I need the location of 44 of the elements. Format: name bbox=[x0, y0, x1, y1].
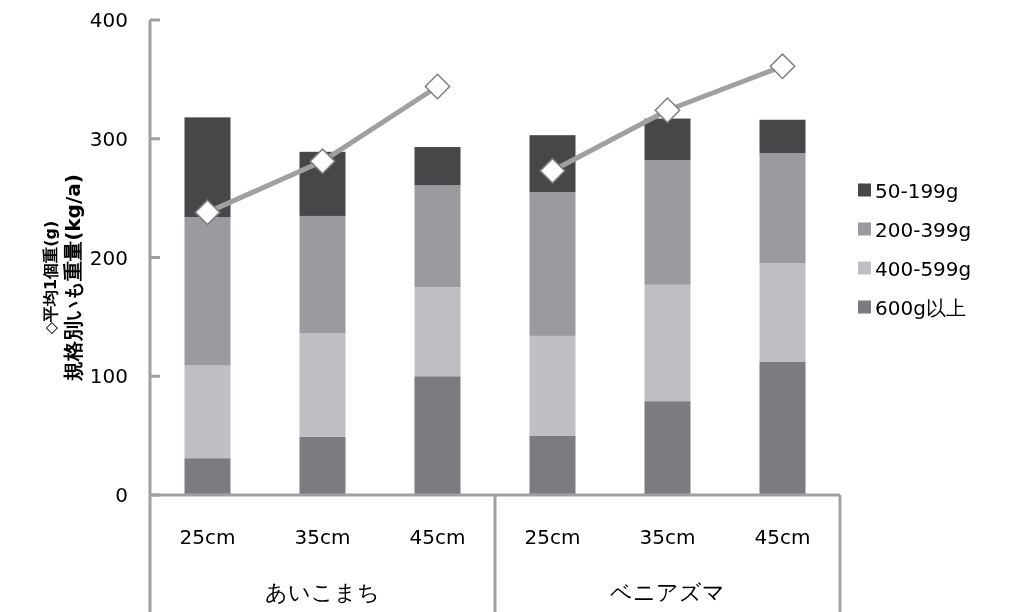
y-tick-label: 100 bbox=[89, 364, 128, 389]
legend-label: 200-399g bbox=[875, 217, 972, 242]
y-axis-title: ◇平均1個重(g) 規格別いも重量(kg/a) bbox=[41, 174, 85, 382]
legend-label: 400-599g bbox=[875, 256, 972, 281]
bar bbox=[414, 185, 461, 288]
legend-label: 600g以上 bbox=[875, 295, 966, 320]
text: ベニアズマ bbox=[610, 579, 725, 605]
x-tick-label: 35cm bbox=[294, 525, 351, 549]
text: あいこまち bbox=[265, 579, 380, 605]
y-tick-label: 400 bbox=[89, 8, 128, 32]
bar bbox=[644, 284, 691, 402]
bar bbox=[529, 335, 576, 436]
bar bbox=[299, 333, 346, 437]
x-tick-label: 45cm bbox=[409, 525, 466, 549]
bar bbox=[759, 362, 806, 495]
x-tick-label: 25cm bbox=[524, 525, 581, 549]
bar bbox=[184, 458, 231, 495]
point bbox=[309, 148, 336, 175]
bar bbox=[414, 147, 461, 186]
y-tick-label: 200 bbox=[89, 245, 128, 270]
bar bbox=[184, 217, 231, 366]
point bbox=[194, 199, 221, 226]
point bbox=[654, 97, 681, 124]
x-tick-label: 25cm bbox=[179, 525, 236, 549]
bar bbox=[184, 365, 231, 459]
bar bbox=[529, 435, 576, 495]
point bbox=[769, 53, 796, 80]
bar bbox=[299, 436, 346, 495]
bar bbox=[644, 160, 691, 285]
bar bbox=[759, 119, 806, 153]
x-tick-label: 45cm bbox=[754, 525, 811, 549]
bar bbox=[184, 117, 231, 218]
y-tick-label: 0 bbox=[115, 483, 128, 507]
bar bbox=[644, 401, 691, 495]
bar bbox=[414, 376, 461, 495]
x-tick-label: 35cm bbox=[639, 525, 696, 549]
bar bbox=[414, 287, 461, 377]
bar bbox=[529, 192, 576, 336]
legend-label: 50-199g bbox=[875, 178, 959, 203]
bar bbox=[644, 118, 691, 161]
bar bbox=[299, 215, 346, 334]
y-tick-label: 300 bbox=[89, 126, 128, 151]
bar bbox=[759, 153, 806, 264]
bar bbox=[759, 263, 806, 362]
